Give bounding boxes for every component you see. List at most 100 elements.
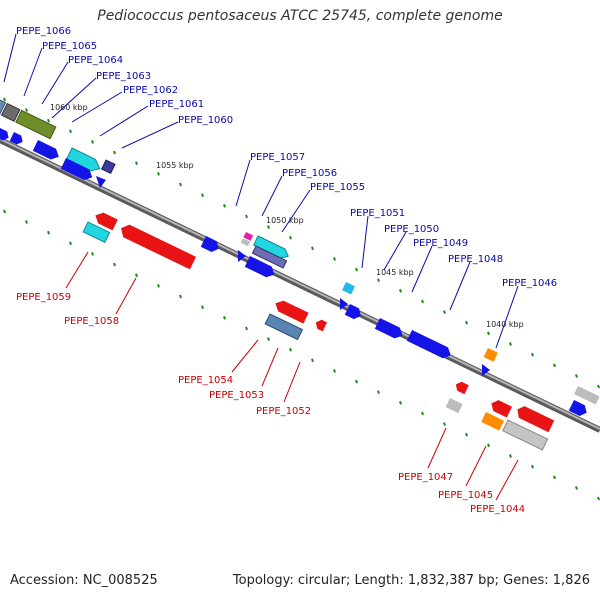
scale-tick <box>267 337 270 341</box>
gene-label[interactable]: PEPE_1048 <box>448 254 503 265</box>
scale-tick <box>333 369 336 373</box>
accession-text: Accession: NC_008525 <box>10 573 158 588</box>
gene-label[interactable]: PEPE_1055 <box>310 182 365 193</box>
gene-pepe-1065[interactable] <box>0 102 21 122</box>
gene-label[interactable]: PEPE_1066 <box>16 26 71 37</box>
scale-tick <box>113 150 116 155</box>
gene-pepe-1059[interactable] <box>93 210 118 231</box>
forward-gene[interactable] <box>244 256 277 280</box>
gene-pepe-1050[interactable] <box>374 318 405 341</box>
gene-label[interactable]: PEPE_1065 <box>42 41 97 52</box>
scale-tick <box>25 108 28 112</box>
scale-tick <box>421 411 424 416</box>
gene-label[interactable]: PEPE_1044 <box>470 504 525 515</box>
gene-label[interactable]: PEPE_1045 <box>438 490 493 501</box>
scale-tick <box>91 252 94 256</box>
gene-pepe-1046[interactable] <box>483 348 498 362</box>
scale-tick <box>47 230 50 235</box>
scale-tick <box>509 454 512 458</box>
forward-gene[interactable] <box>238 250 246 262</box>
scale-tick <box>91 140 94 144</box>
forward-gene[interactable] <box>240 238 251 247</box>
scale-tick <box>3 209 6 214</box>
gene-label[interactable]: PEPE_1049 <box>413 238 468 249</box>
scale-tick <box>47 118 50 123</box>
scale-tick <box>311 246 314 251</box>
scale-tick <box>399 401 402 405</box>
gene-pepe-1051[interactable] <box>342 282 356 295</box>
gene-pepe-1054[interactable] <box>273 298 309 324</box>
forward-gene[interactable] <box>60 158 95 183</box>
scale-label: 1050 kbp <box>266 216 304 225</box>
gene-pepe-1061[interactable] <box>65 147 102 175</box>
forward-genes <box>0 90 600 418</box>
gene-pepe-1052[interactable] <box>314 318 328 332</box>
scale-tick <box>69 129 72 134</box>
scale-tick <box>333 257 336 261</box>
gene-label[interactable]: PEPE_1063 <box>96 71 151 82</box>
gene-label[interactable]: PEPE_1050 <box>384 224 439 235</box>
scale-tick <box>201 193 204 197</box>
forward-gene[interactable] <box>340 298 348 310</box>
forward-gene[interactable] <box>574 386 600 405</box>
scale-tick <box>597 384 600 389</box>
gene-label[interactable]: PEPE_1060 <box>178 115 233 126</box>
scale-tick <box>531 352 534 357</box>
gene-pepe-1058[interactable] <box>118 222 197 270</box>
reverse-gene[interactable] <box>514 404 555 433</box>
scale-tick <box>377 390 380 395</box>
gene-pepe-1045[interactable] <box>481 412 505 431</box>
forward-gene[interactable] <box>32 140 62 162</box>
forward-gene[interactable] <box>482 364 490 376</box>
gene-label[interactable]: PEPE_1051 <box>350 208 405 219</box>
scale-tick <box>355 379 358 384</box>
reverse-genes <box>82 210 555 451</box>
gene-pepe-1047[interactable] <box>445 398 463 414</box>
scale-tick <box>355 267 358 272</box>
scale-tick <box>509 342 512 346</box>
gene-label[interactable]: PEPE_1061 <box>149 99 204 110</box>
scale-label: 1055 kbp <box>156 161 194 170</box>
gene-label[interactable]: PEPE_1057 <box>250 152 305 163</box>
scale-tick <box>157 172 160 176</box>
scale-tick <box>179 182 182 187</box>
scale-tick <box>179 294 182 299</box>
forward-gene[interactable] <box>0 128 11 142</box>
reverse-gene-labels <box>65 251 519 501</box>
gene-pepe-1044[interactable] <box>502 419 549 451</box>
reverse-gene[interactable] <box>82 221 111 244</box>
scale-tick <box>267 225 270 229</box>
gene-label[interactable]: PEPE_1059 <box>16 292 71 303</box>
forward-gene[interactable] <box>200 236 222 254</box>
gene-label[interactable]: PEPE_1046 <box>502 278 557 289</box>
forward-gene[interactable] <box>9 132 25 146</box>
gene-pepe-1055[interactable] <box>251 245 288 269</box>
scale-tick <box>465 320 468 325</box>
gene-label[interactable]: PEPE_1054 <box>178 375 233 386</box>
forward-gene[interactable] <box>344 304 364 321</box>
scale-tick <box>399 289 402 293</box>
forward-gene[interactable] <box>568 400 590 418</box>
scale-tick <box>289 235 292 240</box>
gene-pepe-1066[interactable] <box>0 90 7 115</box>
gene-label[interactable]: PEPE_1053 <box>209 390 264 401</box>
scale-tick <box>443 310 446 314</box>
gene-label[interactable]: PEPE_1064 <box>68 55 123 66</box>
gene-pepe-1060[interactable] <box>100 159 116 175</box>
gene-label[interactable]: PEPE_1052 <box>256 406 311 417</box>
reverse-gene[interactable] <box>454 380 469 395</box>
gene-pepe-1053[interactable] <box>264 313 304 341</box>
forward-gene[interactable] <box>96 176 106 188</box>
gene-label[interactable]: PEPE_1047 <box>398 472 453 483</box>
scale-tick <box>69 241 72 246</box>
gene-pepe-1049[interactable] <box>406 330 454 361</box>
gene-label[interactable]: PEPE_1062 <box>123 85 178 96</box>
gene-label[interactable]: PEPE_1056 <box>282 168 337 179</box>
scale-tick <box>531 464 534 469</box>
gene-label[interactable]: PEPE_1058 <box>64 316 119 327</box>
gene-pepe-1064[interactable] <box>15 109 57 140</box>
reverse-gene[interactable] <box>489 398 513 418</box>
gene-pepe-1056[interactable] <box>252 235 291 261</box>
page-title: Pediococcus pentosaceus ATCC 25745, comp… <box>97 8 503 24</box>
gene-pepe-1057[interactable] <box>243 232 254 241</box>
